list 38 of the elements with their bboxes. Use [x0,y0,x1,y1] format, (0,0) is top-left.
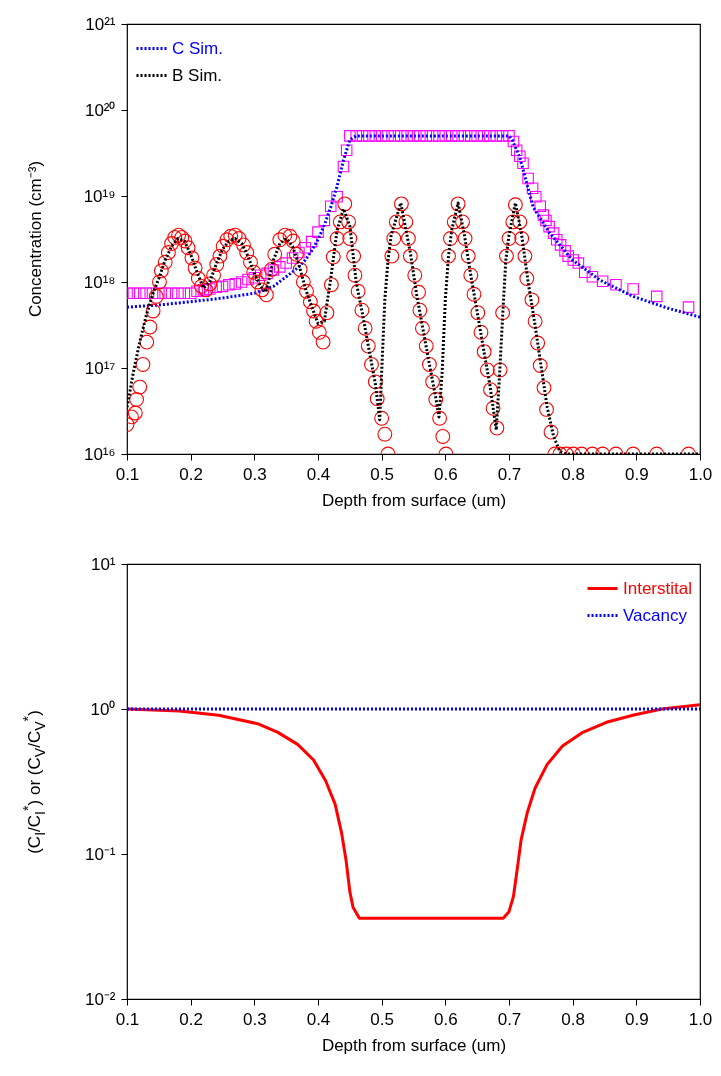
line-series [127,703,700,920]
legend-label: B Sim. [172,65,223,85]
x-tick-label: 0.4 [306,1009,331,1029]
y-tick-label: 10¹⁷ [84,358,116,378]
y-tick-label: 10¹⁶ [83,444,116,464]
legend-label: Vacancy [623,605,688,625]
x-axis-title: Depth from surface (um) [321,1035,507,1055]
x-tick-label: 0.8 [561,464,585,484]
y-tick-label: 10⁻¹ [84,844,116,864]
y-tick-label: 10⁻² [84,989,116,1009]
x-tick-label: 0.7 [497,464,522,484]
y-tick-label: 10²¹ [85,14,116,34]
x-tick-label: 0.3 [243,1009,267,1029]
x-tick-label: 0.2 [179,1009,203,1029]
x-tick-label: 0.9 [625,1009,649,1029]
x-tick-label: 0.7 [497,1009,522,1029]
legend-label: Interstital [623,578,692,598]
x-tick-label: 0.3 [243,464,267,484]
y-tick-label: 10²⁰ [84,100,116,120]
y-tick-label: 10¹ [90,554,116,574]
x-tick-label: 0.5 [370,464,394,484]
x-tick-label: 0.4 [306,464,331,484]
y-axis-title: Concentration (cm⁻³) [24,160,46,318]
x-tick-label: 0.6 [434,1009,458,1029]
x-tick-label: 0.9 [625,464,649,484]
x-axis-title: Depth from surface (um) [321,490,507,510]
y-tick-label: 10⁰ [90,699,116,719]
x-tick-label: 0.1 [115,464,140,484]
y-tick-label: 10¹⁹ [83,186,116,206]
x-tick-label: 0.6 [434,464,458,484]
legend-label: C Sim. [172,38,223,58]
y-tick-label: 10¹⁸ [83,272,116,292]
x-tick-label: 1.0 [688,1009,713,1029]
x-tick-label: 0.5 [370,1009,394,1029]
x-tick-label: 0.1 [115,1009,140,1029]
x-tick-label: 0.2 [179,464,203,484]
x-tick-label: 1.0 [688,464,713,484]
x-tick-label: 0.8 [561,1009,585,1029]
